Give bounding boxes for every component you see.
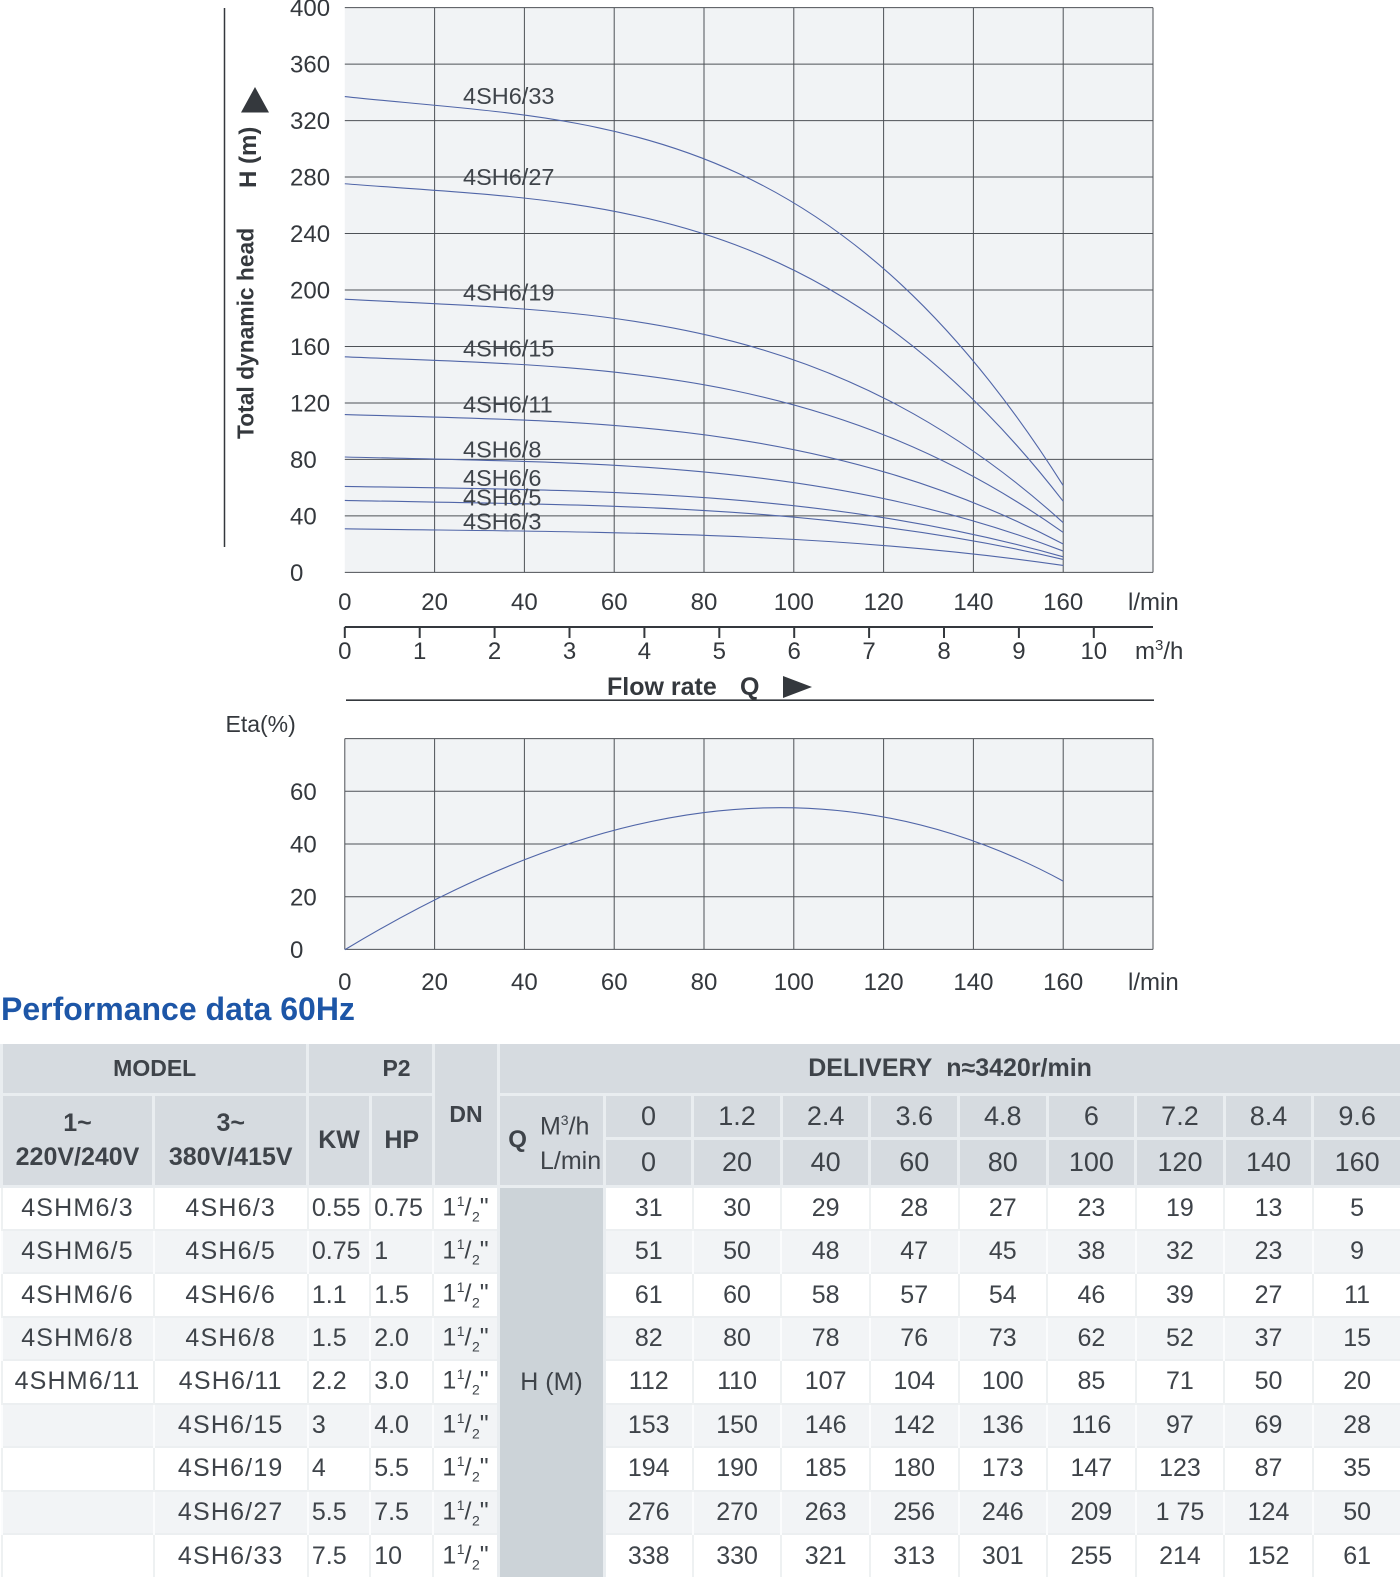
svg-text:m3/h: m3/h <box>1135 637 1183 665</box>
svg-text:Q: Q <box>740 673 759 701</box>
svg-text:400: 400 <box>290 0 330 22</box>
svg-text:80: 80 <box>290 447 317 474</box>
svg-text:4SH6/33: 4SH6/33 <box>463 83 554 109</box>
svg-text:60: 60 <box>290 779 317 806</box>
svg-text:Flow rate: Flow rate <box>607 673 717 701</box>
svg-text:0: 0 <box>338 638 351 665</box>
svg-text:Eta(%): Eta(%) <box>226 711 296 737</box>
svg-text:6: 6 <box>788 638 801 665</box>
svg-text:40: 40 <box>511 969 538 996</box>
svg-text:l/min: l/min <box>1128 969 1179 996</box>
svg-text:10: 10 <box>1080 638 1107 665</box>
svg-text:0: 0 <box>338 589 351 616</box>
svg-text:8: 8 <box>937 638 950 665</box>
svg-text:20: 20 <box>421 589 448 616</box>
svg-text:160: 160 <box>1043 969 1083 996</box>
svg-text:60: 60 <box>601 969 628 996</box>
svg-text:Total dynamic head: Total dynamic head <box>233 228 259 439</box>
svg-text:280: 280 <box>290 165 330 192</box>
svg-text:360: 360 <box>290 52 330 79</box>
svg-text:4SH6/27: 4SH6/27 <box>463 164 554 190</box>
svg-text:100: 100 <box>774 969 814 996</box>
svg-text:120: 120 <box>290 391 330 418</box>
svg-text:3: 3 <box>563 638 576 665</box>
svg-text:120: 120 <box>864 969 904 996</box>
svg-text:20: 20 <box>421 969 448 996</box>
svg-text:l/min: l/min <box>1128 589 1179 616</box>
svg-text:H (m): H (m) <box>235 127 262 188</box>
svg-text:4SH6/11: 4SH6/11 <box>463 392 553 418</box>
svg-text:320: 320 <box>290 108 330 135</box>
svg-text:160: 160 <box>1043 589 1083 616</box>
svg-text:1: 1 <box>413 638 426 665</box>
svg-text:4: 4 <box>638 638 651 665</box>
svg-text:0: 0 <box>290 937 303 964</box>
svg-text:0: 0 <box>290 560 303 587</box>
svg-text:5: 5 <box>713 638 726 665</box>
svg-text:20: 20 <box>290 884 317 911</box>
svg-text:4SH6/15: 4SH6/15 <box>463 336 554 362</box>
svg-text:60: 60 <box>601 589 628 616</box>
svg-text:100: 100 <box>774 589 814 616</box>
svg-text:4SH6/5: 4SH6/5 <box>463 485 541 511</box>
svg-text:120: 120 <box>864 589 904 616</box>
svg-text:200: 200 <box>290 278 330 305</box>
svg-text:4SH6/8: 4SH6/8 <box>463 437 541 463</box>
svg-text:160: 160 <box>290 334 330 361</box>
svg-text:240: 240 <box>290 221 330 248</box>
svg-text:4SH6/3: 4SH6/3 <box>463 509 541 535</box>
svg-text:40: 40 <box>290 504 317 531</box>
svg-text:80: 80 <box>691 969 718 996</box>
svg-text:0: 0 <box>338 969 351 996</box>
svg-text:2: 2 <box>488 638 501 665</box>
svg-text:140: 140 <box>953 969 993 996</box>
svg-text:40: 40 <box>511 589 538 616</box>
svg-text:40: 40 <box>290 832 317 859</box>
svg-text:140: 140 <box>953 589 993 616</box>
svg-text:9: 9 <box>1012 638 1025 665</box>
svg-text:4SH6/6: 4SH6/6 <box>463 465 541 491</box>
svg-text:4SH6/19: 4SH6/19 <box>463 280 554 306</box>
svg-text:7: 7 <box>862 638 875 665</box>
svg-text:80: 80 <box>691 589 718 616</box>
